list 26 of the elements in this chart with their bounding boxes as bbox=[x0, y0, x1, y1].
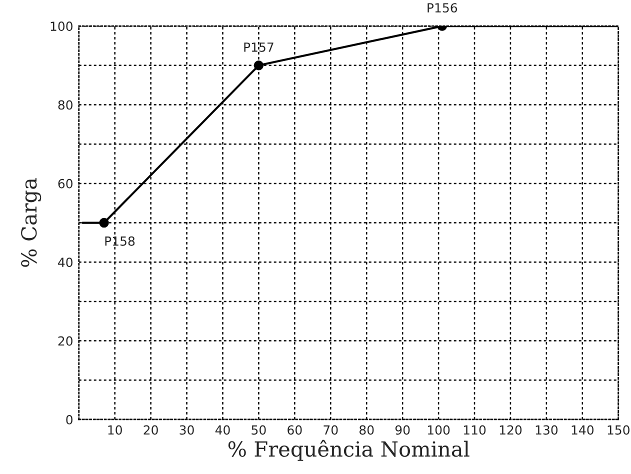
x-tick-label: 40 bbox=[215, 425, 230, 435]
y-tick-label: 40 bbox=[58, 258, 72, 268]
x-tick-label: 150 bbox=[608, 425, 630, 435]
x-tick-label: 20 bbox=[144, 425, 158, 435]
y-tick-label: 100 bbox=[50, 22, 72, 31]
x-tick-label: 10 bbox=[108, 425, 122, 435]
y-tick-label: 0 bbox=[66, 414, 72, 424]
x-tick-label: 30 bbox=[180, 425, 194, 435]
y-tick-label: 20 bbox=[58, 336, 72, 346]
annotation: P158 bbox=[105, 236, 135, 246]
annotation: P157 bbox=[244, 42, 274, 52]
annotation: P156 bbox=[428, 3, 458, 13]
y-tick-label: 60 bbox=[58, 178, 72, 188]
x-tick-label: 130 bbox=[536, 425, 558, 435]
x-tick-label: 100 bbox=[428, 425, 450, 435]
x-tick-label: 60 bbox=[288, 425, 302, 435]
x-tick-label: 50 bbox=[252, 425, 266, 435]
y-tick-label: 80 bbox=[58, 100, 72, 110]
x-tick-label: 90 bbox=[395, 425, 410, 435]
x-tick-label: 110 bbox=[464, 425, 486, 435]
x-tick-label: 120 bbox=[500, 425, 522, 435]
x-tick-label: 140 bbox=[572, 425, 594, 435]
x-tick-label: 70 bbox=[324, 425, 338, 435]
x-tick-label: 80 bbox=[360, 425, 374, 435]
x-axis-title: % Frequência Nominal bbox=[228, 440, 470, 461]
y-axis-title: % Carga bbox=[21, 178, 42, 267]
